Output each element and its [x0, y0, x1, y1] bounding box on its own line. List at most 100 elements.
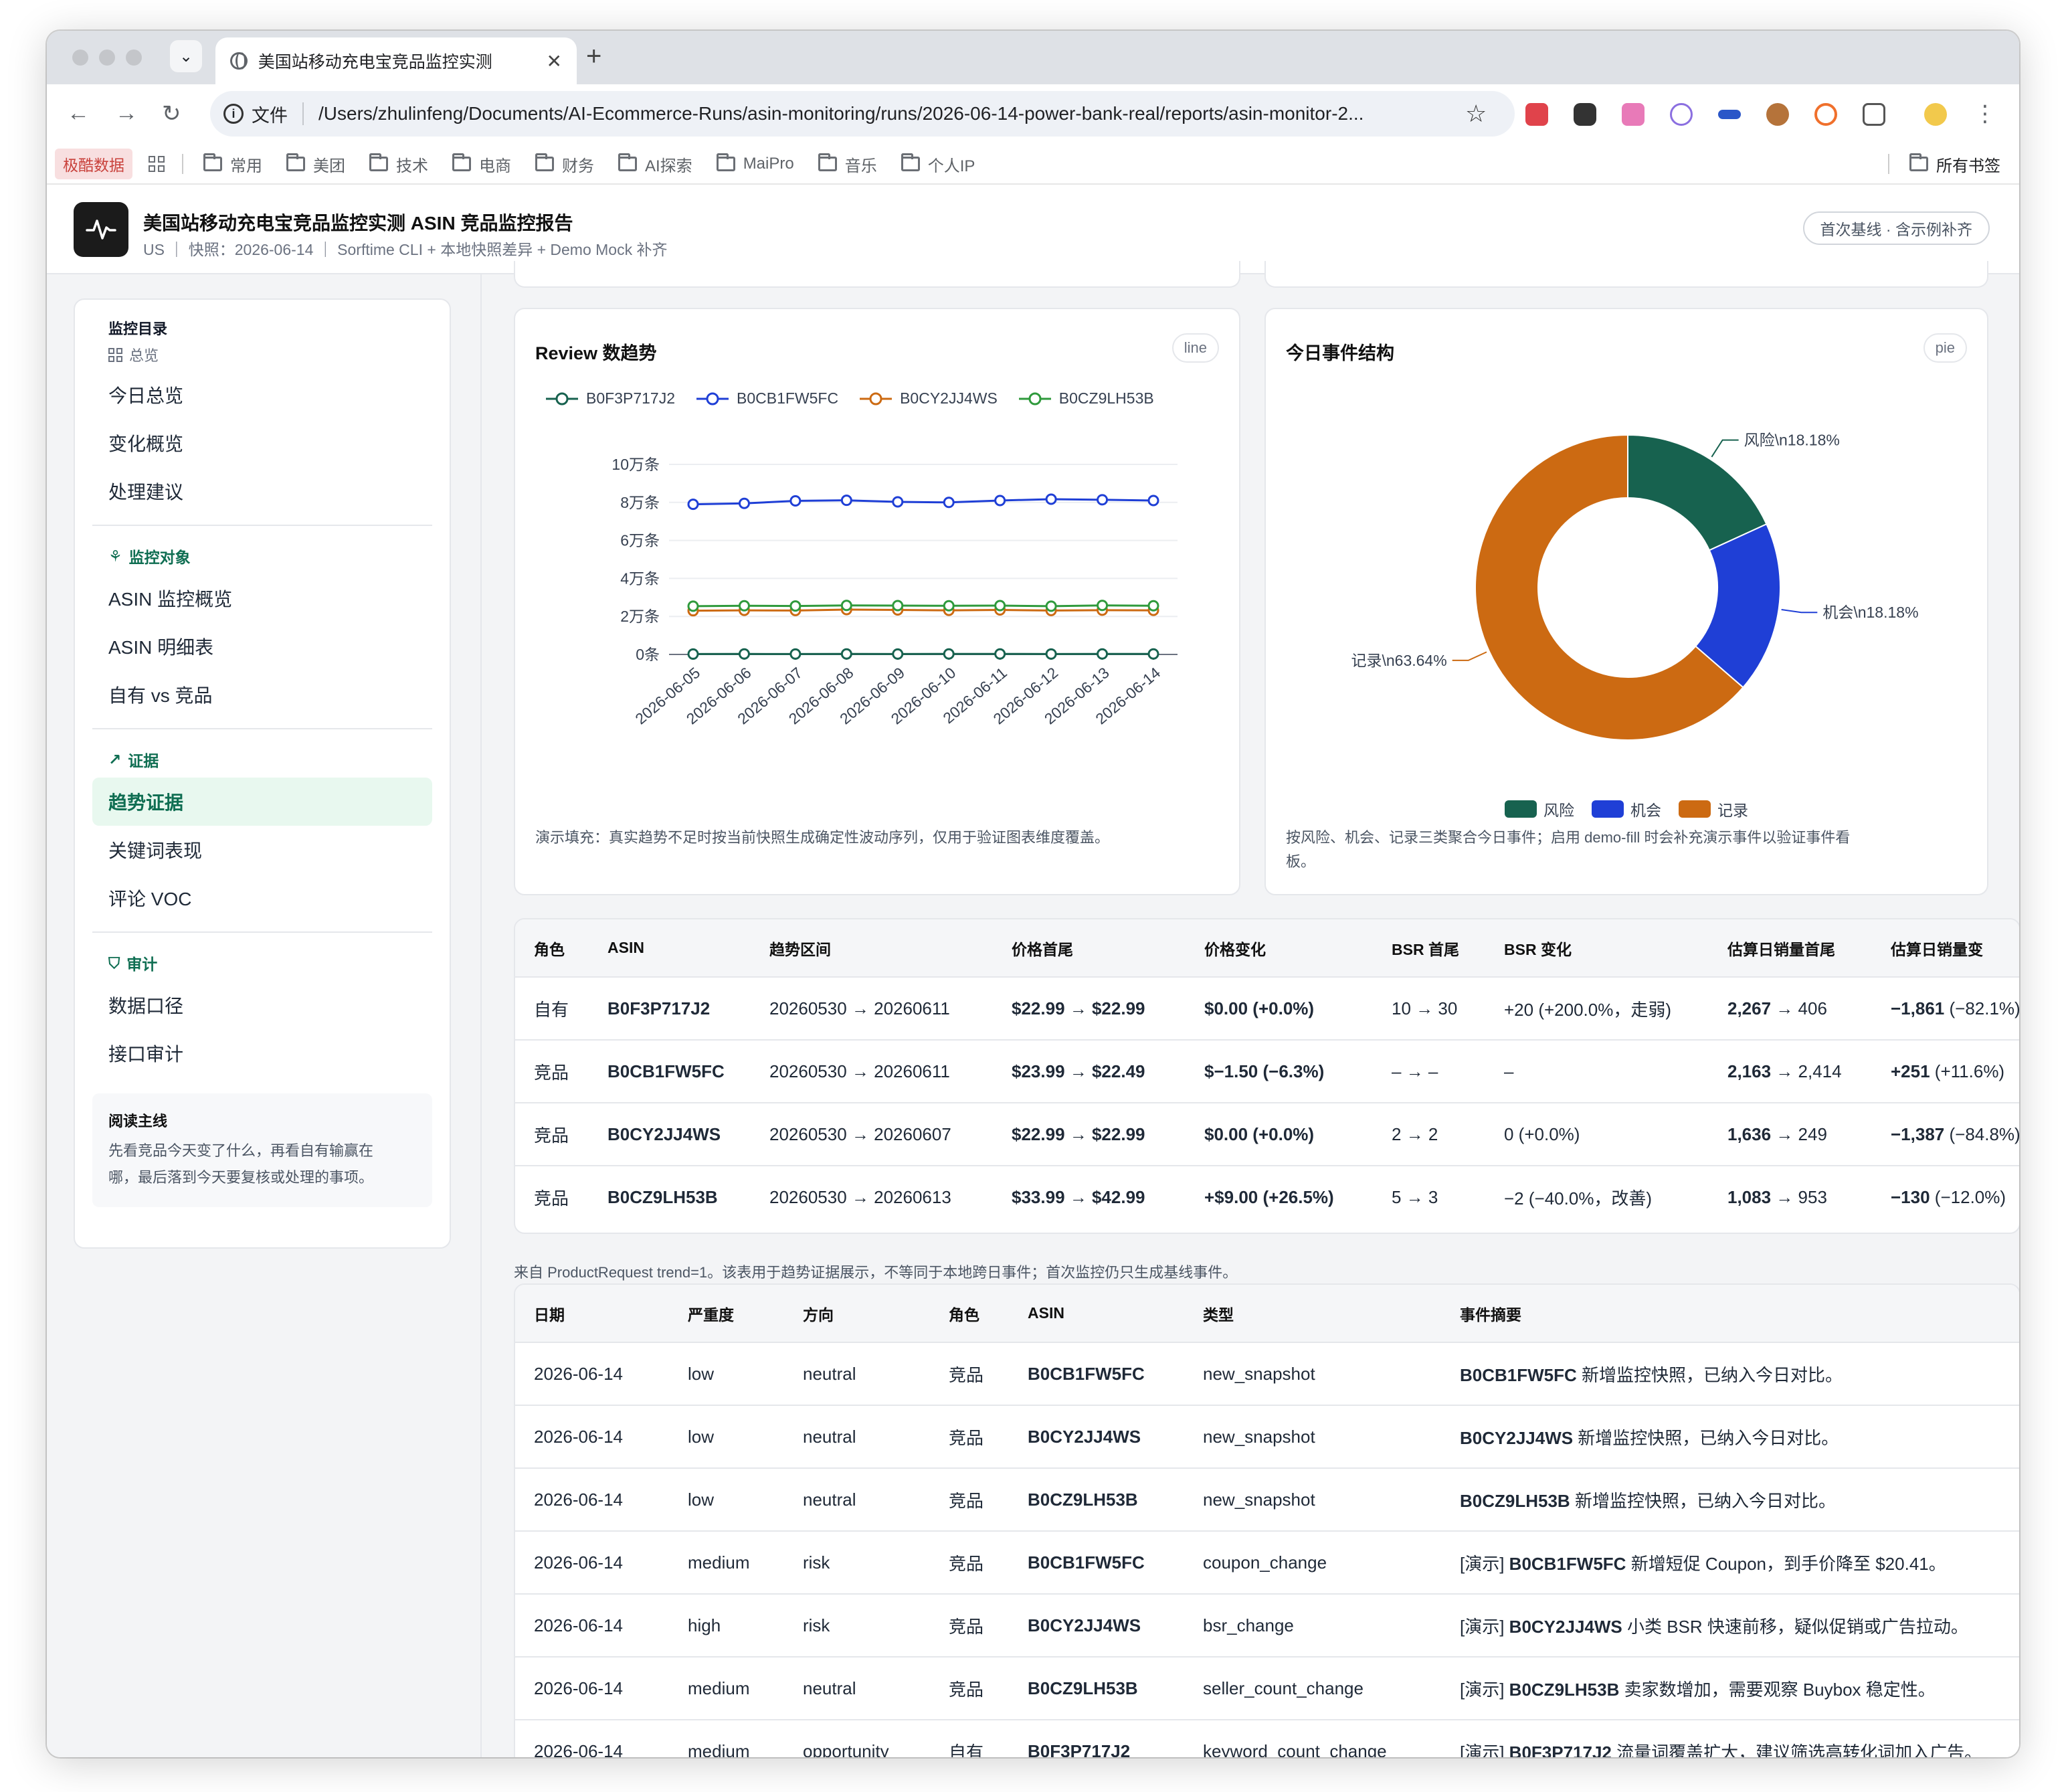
menu-icon[interactable]: ⋮ [1974, 101, 1996, 126]
bookmark-item[interactable]: 电商 [452, 153, 511, 176]
column-header[interactable]: 角色 [515, 919, 589, 977]
column-header[interactable]: 日期 [515, 1285, 669, 1342]
column-header[interactable]: 角色 [930, 1285, 1009, 1342]
new-tab-button[interactable]: + [586, 41, 602, 71]
address-bar[interactable]: i 文件 /Users/zhulinfeng/Documents/AI-Ecom… [210, 91, 1515, 137]
tab-title: 美国站移动充电宝竞品监控实测 [258, 53, 492, 72]
tab-search-button[interactable]: ⌄ [170, 40, 202, 72]
table-cell: 竞品 [930, 1530, 1009, 1594]
extension-icon[interactable] [1525, 103, 1548, 126]
sidebar-item-trend-evidence[interactable]: 趋势证据 [92, 778, 432, 826]
app-header: 美国站移动充电宝竞品监控实测 ASIN 竞品监控报告 US ｜ 快照：2026-… [47, 185, 2019, 274]
url-text[interactable]: /Users/zhulinfeng/Documents/AI-Ecommerce… [318, 103, 1364, 124]
bookmark-item[interactable]: 美团 [286, 153, 345, 176]
sidebar-item-voc[interactable]: 评论 VOC [108, 889, 192, 909]
demo-prefix: [演示] [1460, 1679, 1509, 1700]
table-row[interactable]: 2026-06-14 medium opportunity 自有 B0F3P717J2 k… [515, 1719, 2019, 1757]
column-header[interactable]: 事件摘要 [1441, 1285, 2019, 1342]
back-icon[interactable]: ← [67, 100, 90, 126]
bookmark-item[interactable]: 个人IP [901, 153, 975, 176]
legend-item[interactable]: B0CY2JJ4WS [858, 389, 998, 408]
sidebar-item-today[interactable]: 今日总览 [108, 385, 184, 406]
bookmark-item[interactable]: 常用 [203, 153, 262, 176]
sidebar-item-keywords[interactable]: 关键词表现 [108, 840, 203, 861]
puzzle-icon[interactable] [1863, 103, 1885, 126]
sidebar-item-asin-detail[interactable]: ASIN 明细表 [108, 637, 214, 658]
table-row[interactable]: 竞品 B0CZ9LH53B 20260530 → 20260613 $33.99 → … [515, 1165, 2019, 1229]
bookmark-item[interactable]: 技术 [369, 153, 428, 176]
chart-legend[interactable]: 风险 机会 记录 [1266, 798, 1987, 820]
avatar[interactable] [1924, 103, 1947, 126]
column-header[interactable]: 类型 [1184, 1285, 1441, 1342]
table-row[interactable]: 2026-06-14 low neutral 竞品 B0CZ9LH53B new_snap… [515, 1467, 2019, 1531]
column-header[interactable]: 趋势区间 [751, 919, 993, 977]
extension-icon[interactable] [1670, 103, 1693, 126]
summary-text: 流量词覆盖扩大，建议筛选高转化词加入广告。 [1611, 1742, 1982, 1757]
column-header[interactable]: ASIN [589, 919, 751, 977]
bookmark-pill[interactable]: 极酷数据 [55, 149, 132, 179]
legend-item[interactable]: B0CZ9LH53B [1018, 389, 1154, 408]
legend-item[interactable]: B0CB1FW5FC [695, 389, 838, 408]
column-header[interactable]: 价格变化 [1186, 919, 1373, 977]
legend-item[interactable]: 记录 [1679, 798, 1748, 820]
sidebar-item-api-audit[interactable]: 接口审计 [108, 1044, 184, 1065]
table-row[interactable]: 自有 B0F3P717J2 20260530 → 20260611 $22.99 → … [515, 976, 2019, 1040]
table-cell: B0CZ9LH53B [589, 1165, 751, 1229]
table-cell: B0CY2JJ4WS [1009, 1593, 1184, 1657]
star-icon[interactable]: ☆ [1465, 100, 1487, 127]
extension-icon[interactable] [1814, 103, 1837, 126]
legend-item[interactable]: B0F3P717J2 [545, 389, 675, 408]
review-trend-card: Review 数趋势 line B0F3P717J2 B0CB1FW5FC B0CY… [514, 308, 1240, 895]
sidebar-item-actions[interactable]: 处理建议 [108, 482, 184, 503]
extension-icon[interactable] [1622, 103, 1645, 126]
column-header[interactable]: 价格首尾 [993, 919, 1186, 977]
bookmark-item[interactable]: 音乐 [818, 153, 877, 176]
column-header[interactable]: 估算日销量首尾 [1709, 919, 1872, 977]
column-header[interactable]: 方向 [784, 1285, 930, 1342]
close-icon[interactable]: ✕ [546, 50, 562, 72]
table-cell: 2026-06-14 [515, 1719, 669, 1757]
table-row[interactable]: 2026-06-14 low neutral 竞品 B0CB1FW5FC new_snap… [515, 1342, 2019, 1405]
table-row[interactable]: 2026-06-14 low neutral 竞品 B0CY2JJ4WS new_snap… [515, 1405, 2019, 1468]
legend-item[interactable]: 风险 [1505, 798, 1574, 820]
browser-tab[interactable]: 美国站移动充电宝竞品监控实测 ✕ [215, 37, 577, 84]
bookmark-item[interactable]: 财务 [535, 153, 594, 176]
column-header[interactable]: 估算日销量变 [1872, 919, 2019, 977]
reload-icon[interactable]: ↻ [162, 101, 181, 126]
table-row[interactable]: 2026-06-14 high risk 竞品 B0CY2JJ4WS bsr_change… [515, 1593, 2019, 1657]
data-point [994, 495, 1006, 507]
column-header[interactable]: BSR 首尾 [1373, 919, 1485, 977]
info-icon[interactable]: i [223, 104, 244, 124]
browser-window: ⌄ 美国站移动充电宝竞品监控实测 ✕ + ← → ↻ i 文件 /Users/z… [47, 31, 2019, 1757]
extension-icon[interactable] [1766, 103, 1789, 126]
series-line [692, 498, 1154, 506]
bookmark-item[interactable]: MaiPro [716, 153, 794, 176]
sidebar-heading: 监控目录 [108, 321, 168, 337]
extension-icon[interactable] [1718, 110, 1741, 119]
column-header[interactable]: 严重度 [669, 1285, 784, 1342]
table-row[interactable]: 2026-06-14 medium risk 竞品 B0CB1FW5FC coupon_c… [515, 1530, 2019, 1594]
extension-icon[interactable] [1574, 103, 1596, 126]
all-bookmarks[interactable]: 所有书签 [1936, 157, 2000, 175]
table-row[interactable]: 竞品 B0CY2JJ4WS 20260530 → 20260607 $22.99 → … [515, 1102, 2019, 1166]
table-row[interactable]: 竞品 B0CB1FW5FC 20260530 → 20260611 $23.99 → … [515, 1039, 2019, 1103]
main-content[interactable]: Review 数趋势 line B0F3P717J2 B0CB1FW5FC B0CY… [480, 261, 2019, 1757]
window-controls[interactable] [72, 50, 142, 66]
table-row[interactable]: 2026-06-14 medium neutral 竞品 B0CZ9LH53B selle… [515, 1656, 2019, 1720]
sidebar-item-changes[interactable]: 变化概览 [108, 434, 184, 454]
chart-legend[interactable]: B0F3P717J2 B0CB1FW5FC B0CY2JJ4WS B0CZ9LH53B [545, 389, 1154, 408]
event-donut-chart: 风险\n18.18% 机会\n18.18% 记录\n63.64% [1351, 432, 1919, 741]
forward-icon[interactable]: → [115, 100, 138, 126]
folder-icon [818, 153, 837, 171]
apps-icon[interactable] [149, 156, 165, 172]
chart-title: Review 数趋势 [535, 343, 657, 363]
column-header[interactable]: ASIN [1009, 1285, 1184, 1342]
sidebar-item-data-scope[interactable]: 数据口径 [108, 996, 184, 1016]
table-cell: −1,387 (−84.8%) [1872, 1102, 2019, 1166]
sidebar-item-asin-overview[interactable]: ASIN 监控概览 [108, 589, 233, 610]
y-tick-label: 10万条 [612, 456, 660, 473]
bookmark-item[interactable]: AI探索 [618, 153, 692, 176]
column-header[interactable]: BSR 变化 [1485, 919, 1709, 977]
sidebar-item-own-vs-competitor[interactable]: 自有 vs 竞品 [108, 685, 213, 706]
legend-item[interactable]: 机会 [1592, 798, 1661, 820]
